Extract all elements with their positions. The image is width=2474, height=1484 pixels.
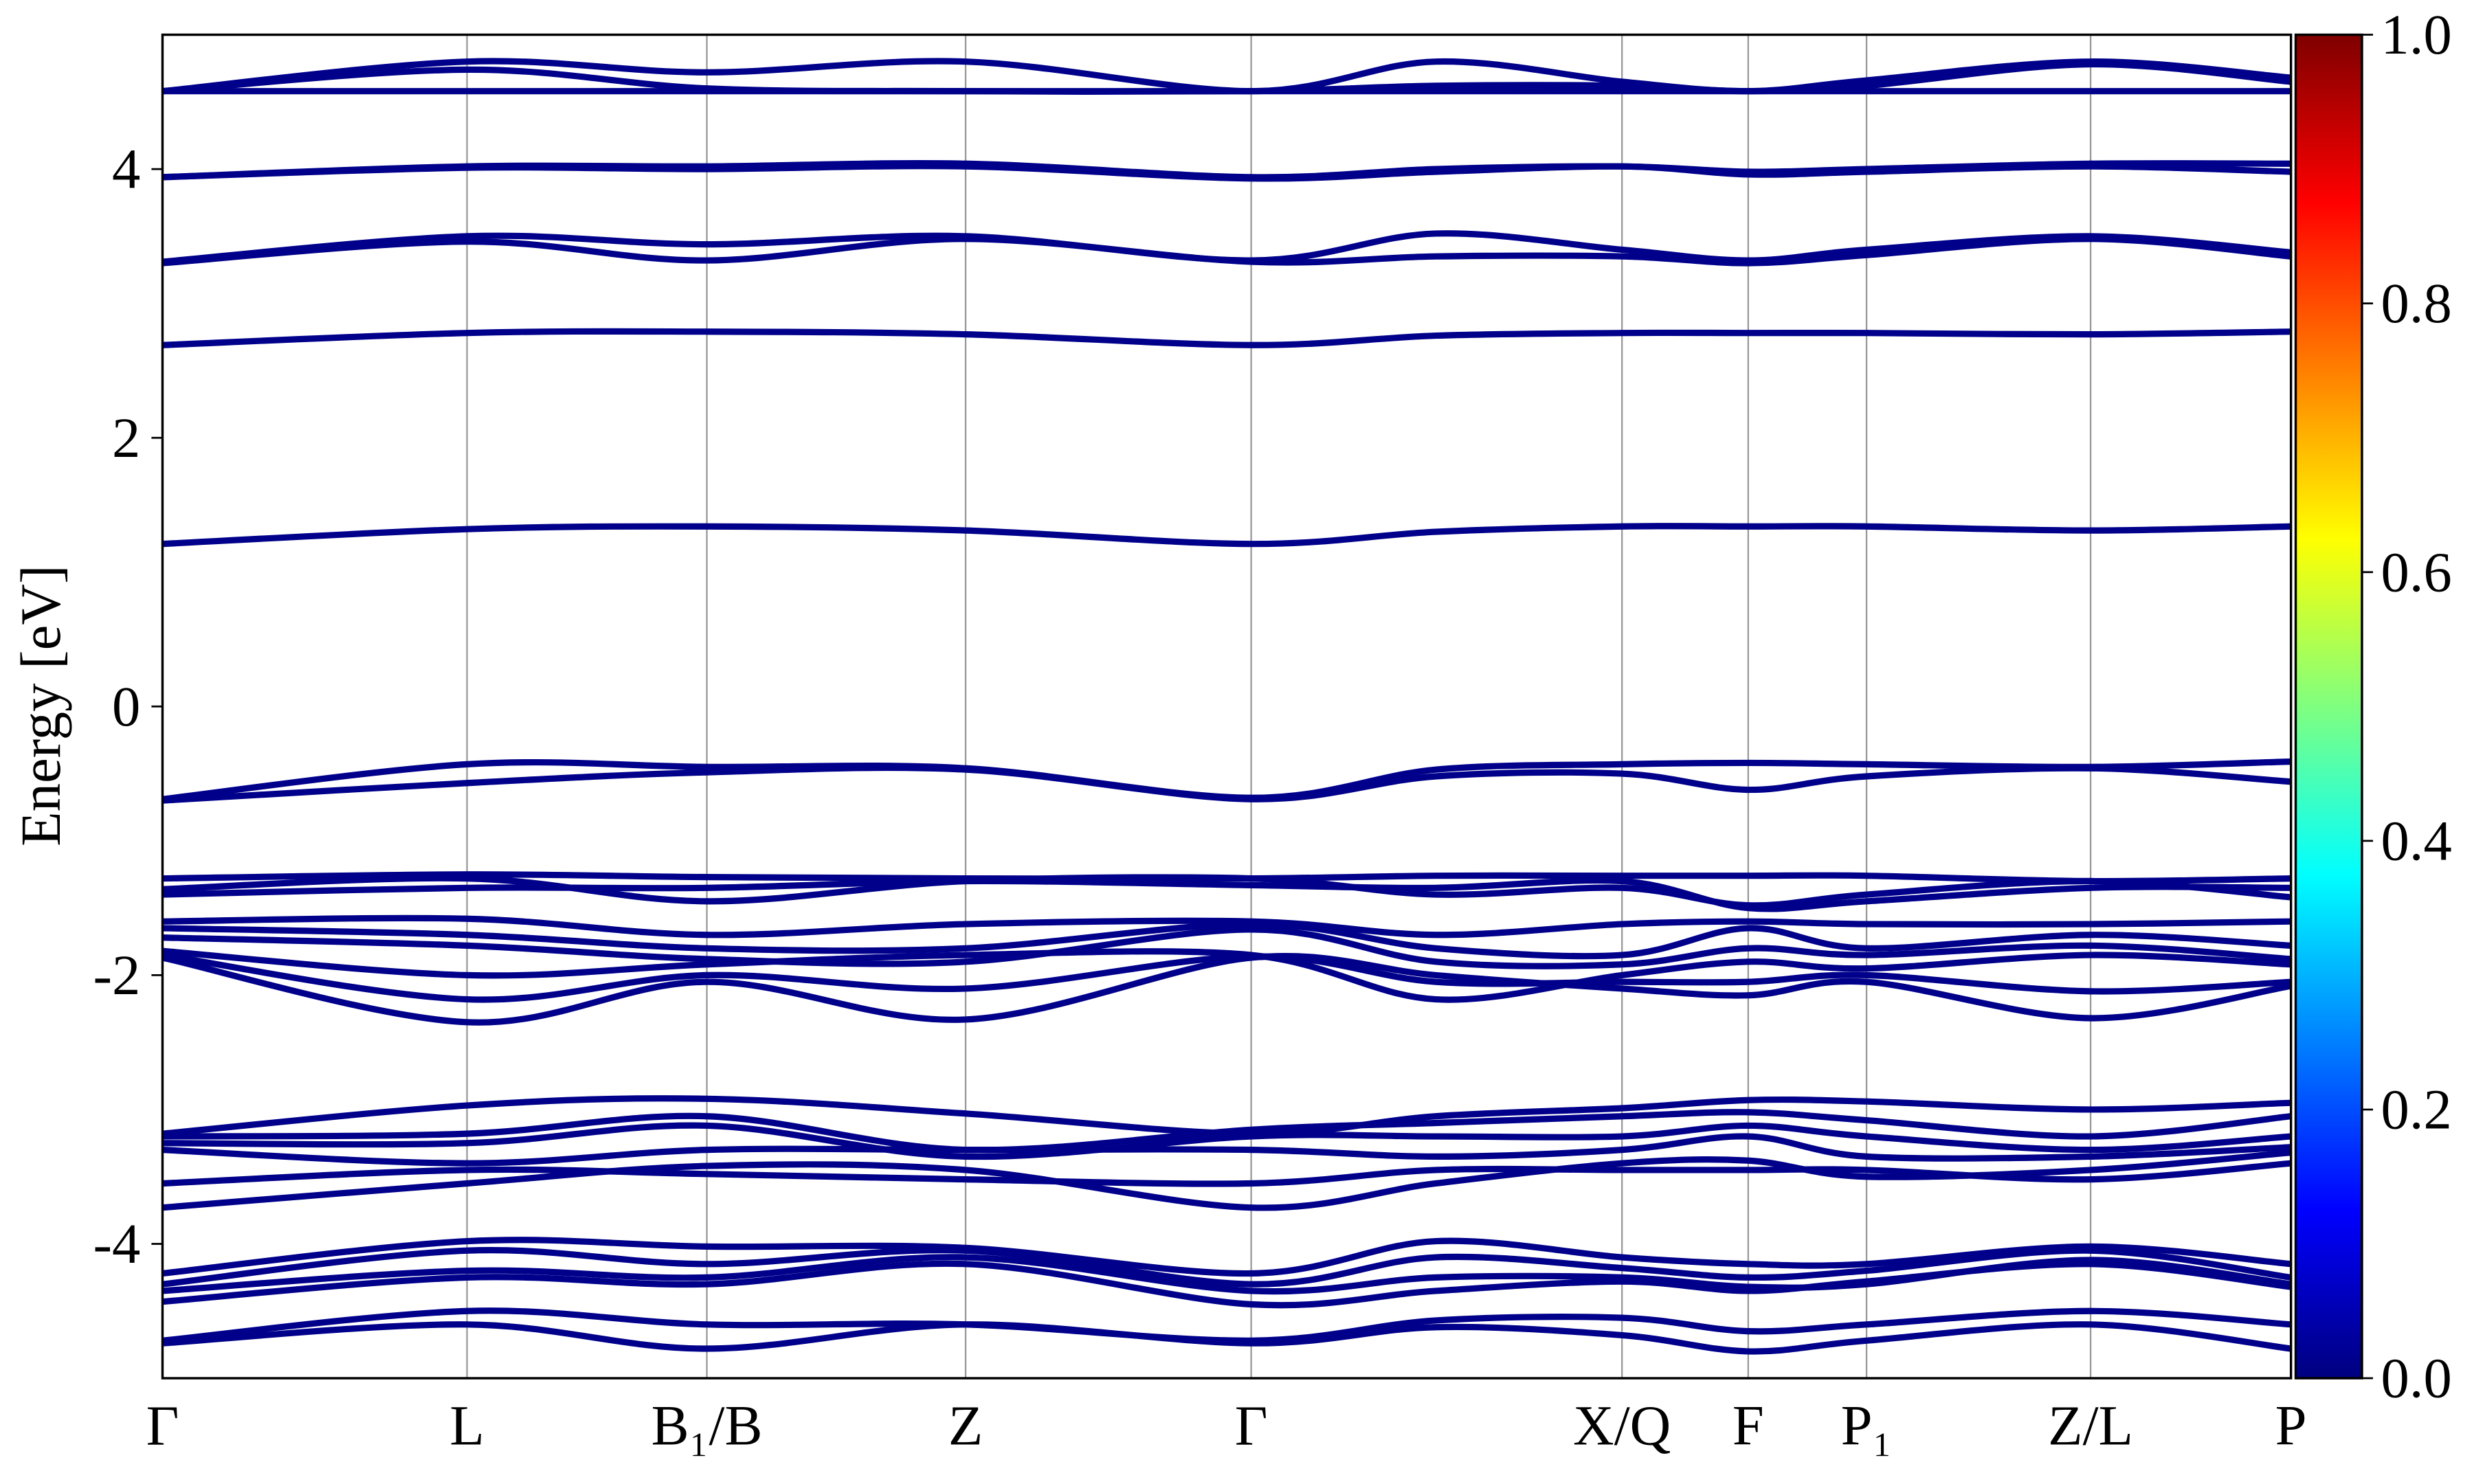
band-line — [162, 230, 2292, 265]
colorbar-tick-label: 0.4 — [2381, 809, 2452, 872]
y-axis-label: Energy [eV] — [9, 565, 72, 846]
x-tick-label: X/Q — [1573, 1394, 1671, 1457]
colorbar — [2294, 33, 2363, 1380]
band-line — [162, 1122, 2291, 1160]
plot-frame — [161, 33, 2293, 1380]
band-line — [162, 926, 2291, 969]
y-tick-label: 4 — [112, 137, 140, 201]
x-tick-label: P — [2275, 1394, 2307, 1457]
x-tick-label: Γ — [1235, 1394, 1268, 1457]
band-line — [162, 1133, 2291, 1167]
y-tick-label: -2 — [93, 943, 140, 1007]
band-line — [162, 236, 2292, 267]
band-line — [162, 1321, 2292, 1355]
band-line — [161, 1237, 2292, 1277]
band-line — [162, 163, 2291, 182]
band-line — [162, 877, 2291, 912]
x-tick-label: B₁/B — [651, 1394, 763, 1457]
colorbar-tick-label: 0.2 — [2381, 1077, 2452, 1140]
x-tick-label: Z — [948, 1394, 983, 1457]
band-line — [162, 871, 2291, 885]
band-line — [162, 1149, 2292, 1211]
band-line — [161, 758, 2291, 802]
y-tick-label: -4 — [93, 1212, 140, 1275]
band-line — [161, 953, 2292, 1026]
band-line — [162, 1109, 2292, 1154]
band-line — [162, 328, 2291, 348]
y-tick-label: 2 — [112, 406, 140, 469]
y-tick-label: 0 — [112, 675, 140, 738]
band-line — [161, 1247, 2292, 1288]
colorbar-tick-label: 0.6 — [2381, 540, 2452, 603]
x-tick-label: Γ — [146, 1394, 179, 1457]
x-tick-label: P₁ — [1841, 1394, 1893, 1457]
band-line — [162, 58, 2292, 95]
band-line — [162, 947, 2291, 1003]
band-line — [162, 914, 2291, 938]
band-line — [162, 523, 2291, 548]
colorbar-tick-label: 0.0 — [2381, 1347, 2452, 1410]
band-line — [162, 764, 2291, 804]
band-line — [162, 1260, 2292, 1309]
x-tick-label: L — [449, 1394, 484, 1457]
band-line — [161, 952, 2291, 1003]
colorbar-tick-label: 1.0 — [2381, 3, 2452, 66]
colorbar-tick-label: 0.8 — [2381, 271, 2452, 335]
band-line — [162, 921, 2291, 960]
x-tick-label: Z/L — [2048, 1394, 2133, 1457]
x-tick-label: F — [1732, 1394, 1764, 1457]
band-line — [162, 1307, 2291, 1344]
